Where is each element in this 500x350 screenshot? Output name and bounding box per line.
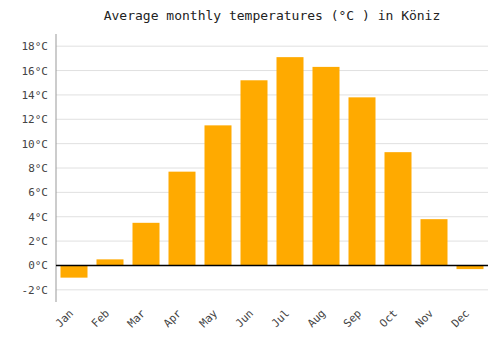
bar: [349, 97, 376, 265]
bar: [169, 172, 196, 266]
y-tick-label: 14°C: [22, 89, 49, 102]
grid-line: [56, 168, 488, 169]
x-tick-label: Jan: [53, 307, 76, 330]
chart-container: Average monthly temperatures (°C ) in Kö…: [0, 0, 500, 350]
x-tick-label: Nov: [413, 307, 437, 331]
bar: [421, 219, 448, 265]
y-tick-label: 18°C: [22, 40, 49, 53]
y-tick-label: 10°C: [22, 138, 49, 151]
chart-title: Average monthly temperatures (°C ) in Kö…: [104, 8, 441, 23]
grid: [56, 46, 488, 290]
y-tick-label: 12°C: [22, 113, 49, 126]
grid-line: [56, 192, 488, 193]
y-tick-label: 2°C: [28, 235, 48, 248]
y-tick-label: 8°C: [28, 162, 48, 175]
grid-line: [56, 46, 488, 47]
bar: [133, 223, 160, 266]
y-tick-label: -2°C: [22, 284, 49, 297]
bar: [97, 259, 124, 265]
grid-line: [56, 265, 488, 266]
x-tick-label: Jul: [269, 307, 292, 330]
zero-line: [56, 265, 488, 267]
y-tick-label: 0°C: [28, 259, 48, 272]
grid-line: [56, 119, 488, 120]
chart-svg: Average monthly temperatures (°C ) in Kö…: [0, 0, 500, 350]
bar: [277, 57, 304, 265]
bar: [313, 67, 340, 266]
x-tick-label: Dec: [449, 307, 472, 330]
y-axis-line: [56, 34, 57, 302]
y-tick-label: 6°C: [28, 186, 48, 199]
x-tick-label: May: [197, 307, 221, 331]
x-tick-label: Feb: [89, 307, 112, 330]
bar: [205, 125, 232, 265]
y-tick-label: 4°C: [28, 211, 48, 224]
x-tick-label: Apr: [161, 307, 185, 331]
x-tick-label: Aug: [305, 307, 328, 330]
bar: [385, 152, 412, 265]
grid-line: [56, 143, 488, 144]
y-tick-label: 16°C: [22, 65, 49, 78]
grid-line: [56, 289, 488, 290]
grid-line: [56, 94, 488, 95]
x-ticks: Jan Feb Mar Apr May Jun Jul Aug Sep Oct Nov Dec: [53, 307, 472, 331]
x-tick-label: Oct: [377, 307, 400, 330]
grid-line: [56, 216, 488, 217]
x-tick-label: Sep: [341, 307, 364, 330]
bar: [241, 80, 268, 265]
bar: [61, 265, 88, 277]
x-tick-label: Mar: [125, 307, 149, 331]
grid-line: [56, 70, 488, 71]
y-ticks: -2°C 0°C 2°C 4°C 6°C 8°C 10°C 12°C 14°C 16°C 18°C: [22, 40, 49, 297]
bars: [61, 57, 484, 277]
x-tick-label: Jun: [233, 307, 256, 330]
